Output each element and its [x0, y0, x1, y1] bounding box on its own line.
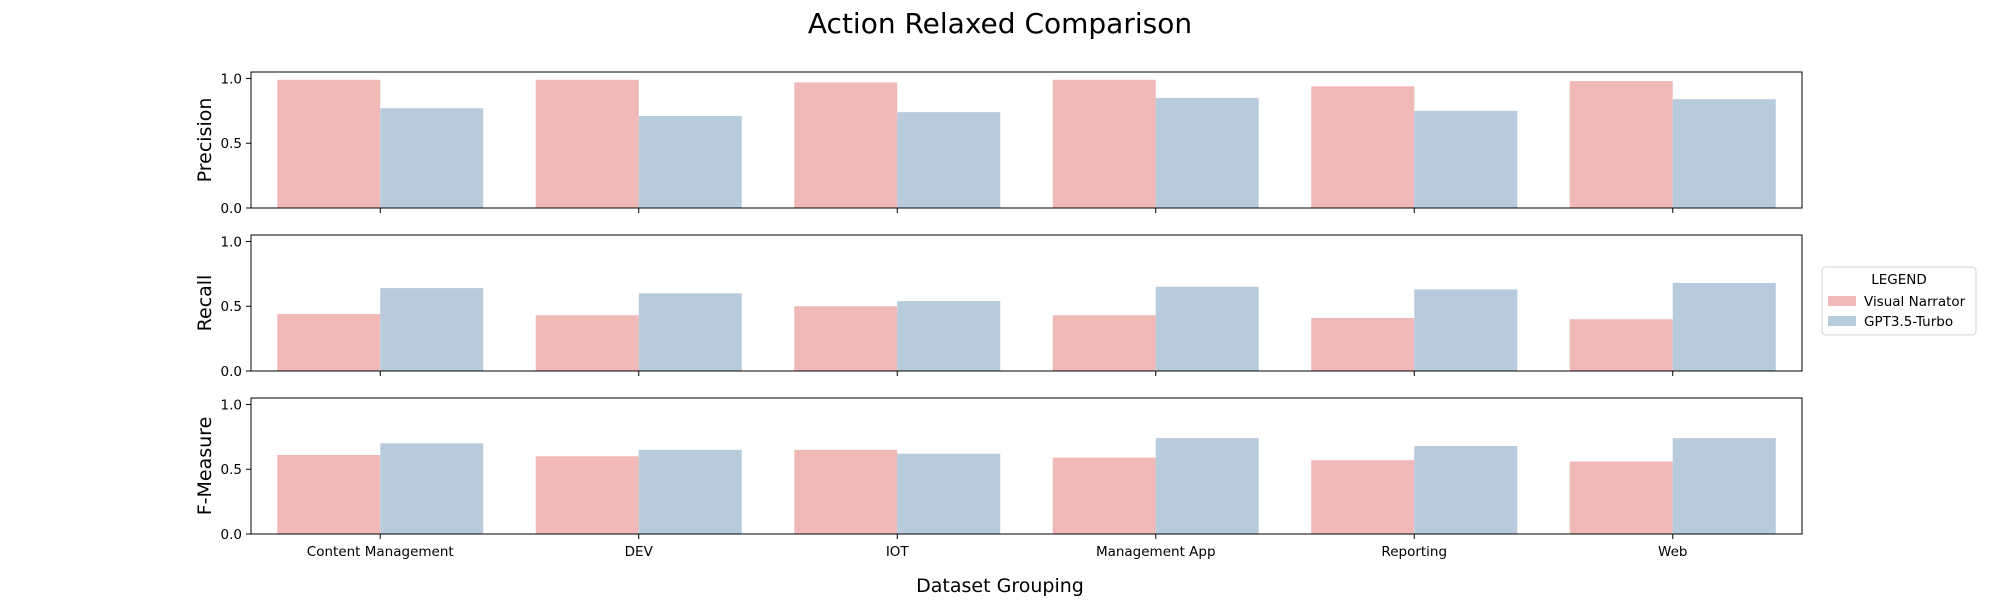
bar-visual-narrator	[277, 314, 381, 371]
bar-visual-narrator	[535, 456, 639, 534]
bar-gpt35-turbo	[1672, 438, 1776, 534]
legend-box	[1821, 266, 1977, 336]
bar-visual-narrator	[1052, 457, 1156, 534]
legend: LEGEND Visual Narrator GPT3.5-Turbo	[1821, 266, 1977, 336]
y-tick-label: 0.0	[221, 201, 242, 217]
bar-visual-narrator	[794, 82, 898, 208]
bar-gpt35-turbo	[638, 293, 742, 371]
bar-visual-narrator	[535, 79, 639, 209]
plot-frame	[250, 71, 1803, 209]
y-axis-label: Precision	[194, 98, 216, 183]
panel-precision: 0.0 0.5 1.0 Precision	[194, 71, 1803, 217]
bar-gpt35-turbo	[638, 449, 742, 534]
bar-visual-narrator	[1052, 315, 1156, 371]
x-tick-label: IOT	[886, 544, 910, 560]
y-tick-label: 0.5	[221, 462, 242, 478]
bar-gpt35-turbo	[1155, 286, 1259, 371]
y-tick-label: 0.0	[221, 364, 242, 380]
legend-swatch	[1828, 296, 1856, 306]
bar-visual-narrator	[1569, 81, 1673, 208]
bar-visual-narrator	[1569, 461, 1673, 534]
legend-entry: GPT3.5-Turbo	[1864, 314, 1953, 330]
plot-frame	[250, 397, 1803, 535]
y-tick-label: 0.0	[221, 527, 242, 543]
legend-entry: Visual Narrator	[1864, 294, 1966, 310]
bar-visual-narrator	[794, 306, 898, 371]
bar-gpt35-turbo	[380, 288, 484, 371]
bar-visual-narrator	[1311, 86, 1415, 208]
x-tick-label: Reporting	[1381, 544, 1447, 560]
chart-title: Action Relaxed Comparison	[808, 7, 1192, 40]
bar-gpt35-turbo	[897, 112, 1001, 208]
bar-gpt35-turbo	[380, 443, 484, 534]
bar-gpt35-turbo	[1414, 110, 1518, 208]
bar-visual-narrator	[1311, 317, 1415, 371]
bar-visual-narrator	[1311, 460, 1415, 534]
bar-gpt35-turbo	[897, 453, 1001, 534]
y-axis-label: F-Measure	[194, 417, 216, 516]
x-tick-label: DEV	[625, 544, 654, 560]
bar-gpt35-turbo	[638, 116, 742, 208]
bar-visual-narrator	[794, 449, 898, 534]
bar-gpt35-turbo	[1672, 99, 1776, 208]
x-tick-label: Content Management	[307, 544, 454, 560]
y-tick-label: 0.5	[221, 136, 242, 152]
y-tick-label: 1.0	[221, 397, 242, 413]
x-tick-label: Web	[1658, 544, 1687, 560]
bar-gpt35-turbo	[1414, 289, 1518, 371]
bar-gpt35-turbo	[897, 301, 1001, 371]
legend-title: LEGEND	[1871, 272, 1927, 288]
bar-visual-narrator	[277, 454, 381, 534]
bar-visual-narrator	[277, 79, 381, 209]
bar-gpt35-turbo	[1672, 282, 1776, 371]
bar-visual-narrator	[1569, 319, 1673, 371]
y-tick-label: 1.0	[221, 234, 242, 250]
bar-gpt35-turbo	[1414, 445, 1518, 534]
x-tick-label: Management App	[1096, 544, 1216, 560]
bar-visual-narrator	[1052, 79, 1156, 209]
chart-panels: 0.0 0.5 1.0 Precision 0.0 0.5 1.0 Recall 0.0 0.5 1…	[194, 71, 1803, 560]
bar-gpt35-turbo	[1155, 97, 1259, 208]
panel-recall: 0.0 0.5 1.0 Recall	[194, 234, 1803, 380]
bar-gpt35-turbo	[380, 108, 484, 208]
y-tick-label: 0.5	[221, 299, 242, 315]
legend-swatch	[1828, 316, 1856, 326]
bar-visual-narrator	[535, 315, 639, 371]
bar-gpt35-turbo	[1155, 438, 1259, 534]
plot-frame	[250, 234, 1803, 372]
panel-f-measure: 0.0 0.5 1.0 Content Management DEV IOT Managem…	[194, 397, 1803, 560]
y-tick-label: 1.0	[221, 71, 242, 87]
y-axis-label: Recall	[194, 275, 216, 332]
x-axis-label: Dataset Grouping	[916, 575, 1084, 597]
